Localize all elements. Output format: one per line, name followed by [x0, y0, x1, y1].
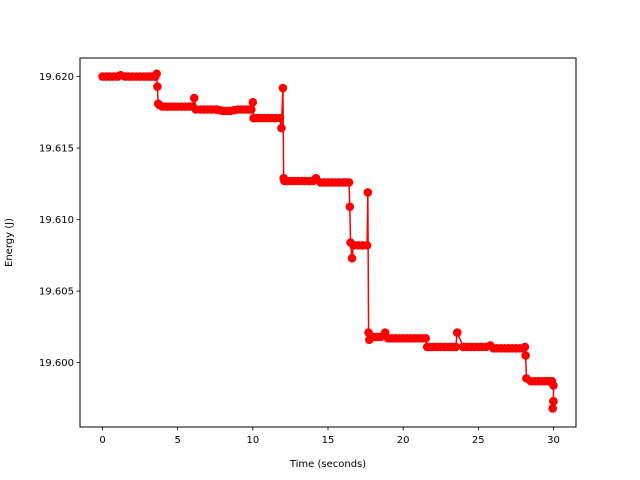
data-point	[189, 93, 199, 103]
data-point	[184, 102, 194, 111]
y-tick-label: 19.600	[39, 358, 74, 369]
data-point	[347, 253, 357, 263]
y-tick-label: 19.620	[39, 72, 74, 83]
data-point	[253, 113, 262, 123]
data-point	[387, 334, 397, 343]
x-tick-label: 30	[547, 435, 560, 446]
data-point	[395, 334, 404, 343]
data-point	[319, 178, 329, 187]
x-tick-label: 5	[175, 435, 181, 446]
data-point	[507, 344, 517, 353]
x-axis-label: Time (seconds)	[289, 459, 366, 470]
data-point	[549, 396, 558, 406]
x-axis-ticks: 0 5 10 15 20 25 30	[99, 427, 560, 446]
data-point	[530, 376, 539, 386]
data-point	[440, 342, 449, 352]
data-point	[362, 241, 372, 250]
data-point	[275, 113, 285, 123]
data-point	[372, 332, 382, 342]
data-point	[470, 342, 479, 352]
data-point	[432, 342, 442, 352]
data-point	[425, 342, 435, 352]
data-point	[222, 106, 231, 116]
data-point	[153, 82, 162, 91]
y-tick-label: 19.605	[39, 287, 74, 298]
data-point	[402, 334, 412, 343]
x-tick-label: 15	[322, 435, 335, 446]
data-point	[289, 176, 299, 186]
data-point	[132, 72, 141, 81]
y-tick-label: 19.610	[39, 215, 74, 226]
x-tick-label: 10	[246, 435, 259, 446]
data-point	[417, 334, 427, 343]
data-point	[515, 344, 524, 353]
data-point	[207, 105, 216, 114]
data-point	[462, 342, 472, 352]
data-point	[452, 328, 462, 337]
data-point	[278, 83, 288, 93]
data-point	[199, 105, 209, 114]
data-point	[277, 123, 286, 133]
data-point	[169, 102, 179, 111]
data-point	[537, 376, 547, 386]
data-point	[237, 105, 246, 114]
data-point	[162, 102, 171, 111]
x-tick-label: 20	[397, 435, 410, 446]
data-point	[124, 72, 134, 81]
data-point	[447, 342, 457, 352]
y-axis-label: Energy (J)	[4, 218, 15, 267]
data-point	[363, 188, 373, 197]
data-point	[334, 178, 344, 187]
data-point	[139, 72, 149, 81]
data-point	[102, 72, 111, 81]
data-point	[177, 102, 186, 111]
data-point	[146, 72, 155, 81]
data-point	[215, 105, 225, 115]
data-point	[521, 351, 530, 360]
plot-area	[80, 58, 576, 427]
data-point	[109, 72, 119, 81]
data-point	[244, 105, 253, 114]
x-tick-label: 0	[99, 435, 105, 446]
data-point	[297, 176, 307, 186]
data-point	[548, 404, 557, 413]
data-point	[327, 178, 337, 187]
data-point	[259, 113, 269, 123]
data-point	[229, 105, 239, 115]
data-point	[544, 376, 554, 386]
data-point	[492, 344, 502, 353]
data-point	[341, 178, 351, 187]
data-point	[248, 98, 258, 107]
data-point	[477, 342, 487, 352]
x-tick-label: 25	[472, 435, 485, 446]
data-point	[304, 176, 314, 186]
data-point	[410, 334, 419, 343]
y-axis-ticks: 19.600 19.605 19.610 19.615 19.620	[39, 72, 80, 369]
series-layer	[98, 69, 558, 413]
data-point	[283, 176, 292, 186]
data-point	[267, 113, 276, 123]
data-point	[500, 344, 509, 353]
y-tick-label: 19.615	[39, 144, 74, 155]
data-point	[345, 202, 355, 212]
